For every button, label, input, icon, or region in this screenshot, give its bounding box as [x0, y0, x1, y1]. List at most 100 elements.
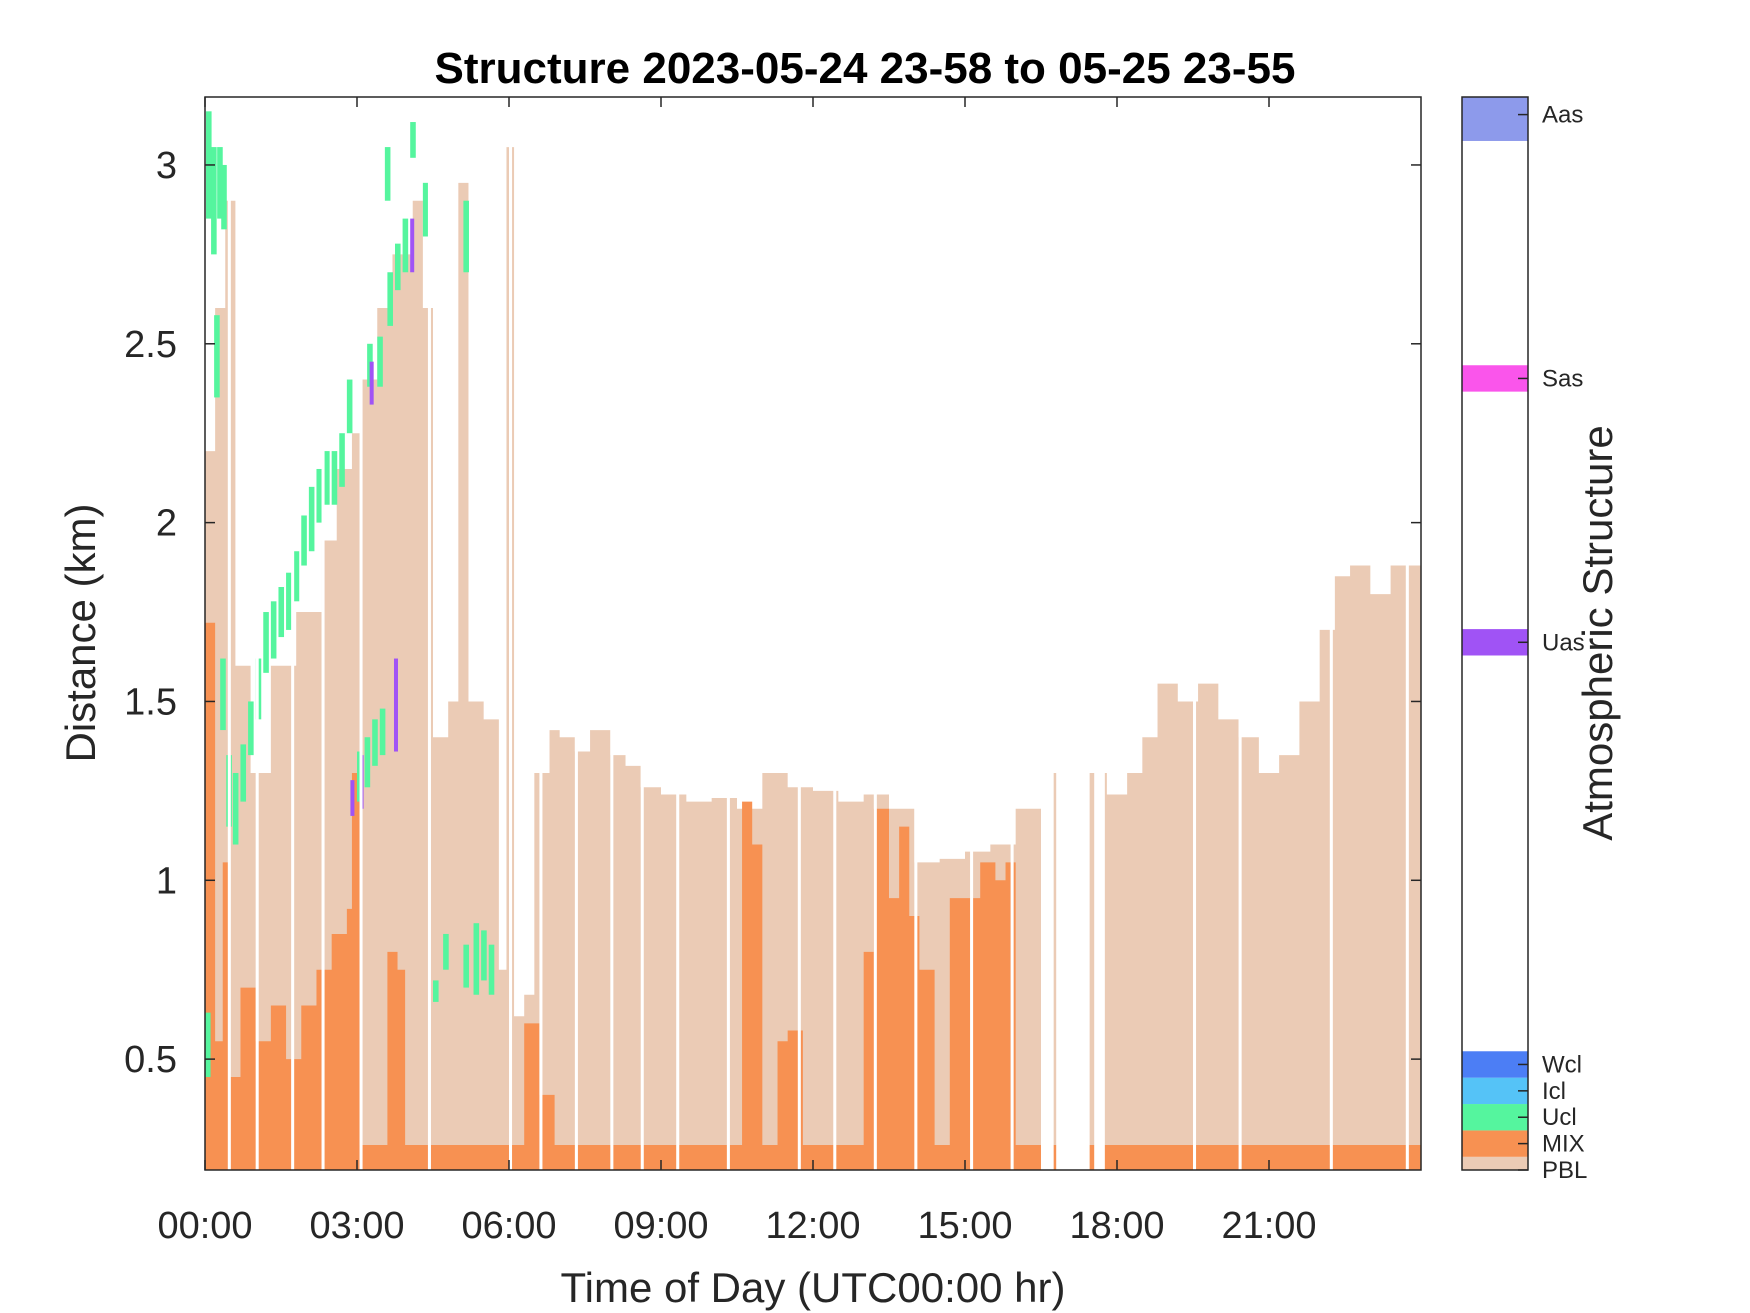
x-tick-label: 09:00 [613, 1205, 708, 1247]
x-tick-label: 06:00 [461, 1205, 556, 1247]
y-tick-label: 2.5 [124, 324, 177, 366]
ucl-segment [387, 272, 393, 326]
data-gap [1010, 97, 1014, 1170]
no-data-range [1043, 97, 1054, 1170]
ucl-segment [346, 379, 353, 434]
x-tick-label: 00:00 [157, 1205, 252, 1247]
data-gap [291, 97, 295, 1170]
colorbar-swatch-wcl [1462, 1051, 1528, 1078]
y-tick-label: 1 [156, 860, 177, 902]
colorbar-label-wcl: Wcl [1542, 1051, 1582, 1078]
ucl-segment [364, 737, 371, 788]
data-gap [539, 97, 543, 1170]
y-tick-label: 1.5 [124, 681, 177, 723]
data-gap [509, 97, 513, 1170]
chart-title: Structure 2023-05-24 23-58 to 05-25 23-5… [435, 44, 1296, 93]
colorbar-label-icl: Icl [1542, 1078, 1566, 1105]
data-gap [873, 97, 877, 1170]
ucl-segment [286, 572, 292, 630]
colorbar-label-uas: Uas [1542, 629, 1585, 656]
ucl-segment [410, 122, 416, 158]
ucl-segment [481, 930, 487, 981]
ucl-segment [443, 933, 449, 970]
y-tick-label: 0.5 [124, 1039, 177, 1081]
colorbar-label: Atmospheric Structure [1574, 425, 1621, 841]
colorbar-swatch-mix [1462, 1130, 1528, 1157]
ucl-segment [293, 551, 300, 602]
x-tick-label: 21:00 [1221, 1205, 1316, 1247]
colorbar-swatch-ucl [1462, 1104, 1528, 1131]
data-gap [970, 97, 974, 1170]
uas-segment [350, 780, 355, 816]
ucl-segment [331, 451, 338, 505]
data-gap [833, 97, 837, 1170]
colorbar-frame [1461, 96, 1529, 1171]
no-data-range [1094, 97, 1105, 1170]
ucl-segment [473, 923, 480, 995]
colorbar-label-mix: MIX [1542, 1131, 1585, 1158]
data-gap [1193, 97, 1197, 1170]
ucl-segment [433, 980, 439, 1002]
data-gap [255, 97, 259, 1170]
data-gap [574, 97, 578, 1170]
data-gap [1041, 97, 1045, 1170]
mix-layer [205, 622, 1421, 1170]
ucl-segment [248, 701, 254, 756]
uas-segment [410, 218, 415, 273]
ucl-segment [422, 182, 429, 237]
colorbar-swatch-icl [1462, 1077, 1528, 1105]
x-tick-label: 12:00 [765, 1205, 860, 1247]
ucl-segment [263, 612, 269, 673]
ucl-segment [240, 744, 247, 802]
x-tick-label: 18:00 [1069, 1205, 1164, 1247]
ucl-segment [463, 944, 469, 988]
ucl-segment [214, 315, 220, 398]
colorbar-label-pbl: PBL [1542, 1157, 1587, 1184]
colorbar-label-sas: Sas [1542, 365, 1583, 392]
data-gap [1056, 97, 1060, 1170]
ucl-segment [308, 486, 315, 552]
y-tick-label: 3 [156, 145, 177, 187]
data-gap [610, 97, 614, 1170]
colorbar-swatch-pbl [1462, 1156, 1528, 1170]
ucl-segment [324, 451, 330, 505]
uas-segment [369, 361, 374, 405]
ucl-segment [205, 1012, 211, 1078]
data-gap [227, 97, 231, 1170]
data-gap [1405, 97, 1409, 1170]
data-gap [1238, 97, 1242, 1170]
ucl-segment [402, 218, 409, 273]
colorbar-swatch-uas [1462, 629, 1528, 656]
x-tick-label: 03:00 [309, 1205, 404, 1247]
ucl-segment [221, 164, 227, 230]
ucl-segment [488, 944, 495, 995]
data-gap [726, 97, 730, 1170]
x-tick-label: 15:00 [917, 1205, 1012, 1247]
ucl-segment [301, 515, 307, 566]
colorbar-swatch-sas [1462, 365, 1528, 392]
data-gap [427, 97, 431, 1170]
ucl-segment [316, 468, 323, 523]
data-gap [640, 97, 644, 1170]
ucl-segment [339, 433, 345, 487]
ucl-segment [270, 601, 277, 659]
y-axis-label: Distance (km) [57, 503, 104, 762]
ucl-segment [395, 243, 401, 291]
ucl-segment [217, 147, 223, 219]
ucl-segment [379, 708, 386, 756]
ucl-segment [211, 147, 217, 255]
colorbar-label-aas: Aas [1542, 102, 1583, 129]
data-gap [676, 97, 680, 1170]
y-tick-label: 2 [156, 503, 177, 545]
ucl-segment [384, 147, 391, 201]
ucl-segment [278, 587, 285, 638]
uas-segment [393, 658, 398, 752]
ucl-segment [372, 719, 378, 766]
y-axis: 0.5 1 1.5 2 2.5 3 [124, 145, 1421, 1081]
ucl-segment [377, 336, 383, 387]
colorbar-label-ucl: Ucl [1542, 1104, 1577, 1131]
x-axis: 00:00 03:00 06:00 09:00 12:00 15:00 18:00 21:00 [157, 97, 1317, 1247]
data-gap [914, 97, 918, 1170]
